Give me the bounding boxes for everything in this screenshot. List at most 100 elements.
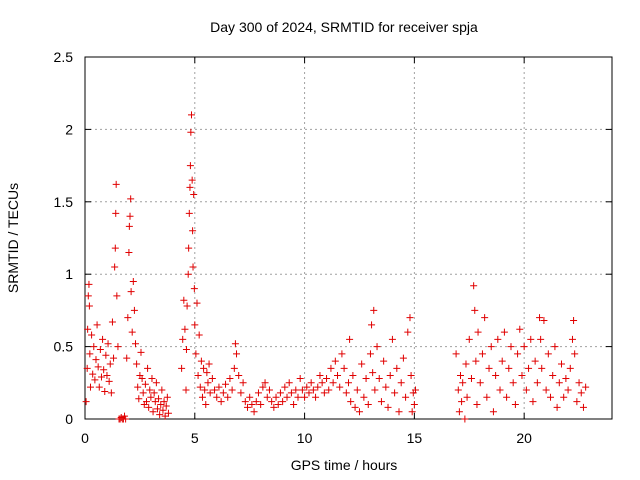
data-point (338, 350, 346, 358)
data-point (92, 356, 100, 364)
data-point (126, 212, 134, 220)
data-point (125, 222, 133, 230)
data-point (86, 383, 94, 391)
x-tick-label: 5 (191, 430, 199, 446)
data-point (113, 292, 121, 300)
data-point (487, 343, 495, 351)
data-point (97, 373, 105, 381)
data-point (384, 403, 392, 411)
data-point (537, 335, 545, 343)
data-point (133, 360, 141, 368)
data-point (99, 335, 107, 343)
data-point (110, 354, 118, 362)
data-point (103, 372, 111, 380)
data-point (261, 379, 269, 387)
data-point (566, 364, 574, 372)
data-point (296, 374, 304, 382)
x-tick-label: 15 (407, 430, 423, 446)
data-point (189, 227, 197, 235)
data-point (150, 389, 158, 397)
y-tick-label: 2 (65, 121, 73, 137)
data-point (201, 386, 209, 394)
data-point (204, 379, 212, 387)
data-point (349, 372, 357, 380)
data-point (467, 374, 475, 382)
data-point (472, 357, 480, 365)
data-point (564, 386, 572, 394)
data-point (370, 306, 378, 314)
data-point (160, 398, 168, 406)
data-point (94, 363, 102, 371)
data-point (104, 340, 112, 348)
data-point (301, 393, 309, 401)
data-point (307, 379, 315, 387)
data-point (327, 364, 335, 372)
data-point (153, 405, 161, 413)
data-point (265, 386, 273, 394)
data-point (93, 321, 101, 329)
data-point (83, 364, 91, 372)
data-point (124, 314, 132, 322)
data-point (164, 409, 172, 417)
data-point (371, 386, 379, 394)
data-point (259, 383, 267, 391)
data-point (182, 386, 190, 394)
data-point (193, 299, 201, 307)
data-point (190, 191, 198, 199)
data-point (391, 389, 399, 397)
data-point (129, 277, 137, 285)
data-point (290, 401, 298, 409)
data-point (281, 383, 289, 391)
data-point (188, 176, 196, 184)
data-point (198, 393, 206, 401)
data-point (473, 401, 481, 409)
data-point (139, 389, 147, 397)
data-point (106, 360, 114, 368)
data-point (533, 379, 541, 387)
data-point (84, 292, 92, 300)
data-point (347, 398, 355, 406)
data-point (134, 383, 142, 391)
data-point (186, 162, 194, 170)
grid (85, 57, 612, 419)
data-point (187, 128, 195, 136)
data-point (551, 343, 559, 351)
data-point (192, 350, 200, 358)
data-point (547, 393, 555, 401)
data-point (217, 398, 225, 406)
data-point (388, 335, 396, 343)
data-point (179, 335, 187, 343)
data-point (187, 111, 195, 119)
data-point (340, 364, 348, 372)
data-point (478, 350, 486, 358)
data-point (485, 364, 493, 372)
data-point (536, 314, 544, 322)
data-point (274, 401, 282, 409)
data-point (248, 401, 256, 409)
data-point (407, 372, 415, 380)
y-tick-label: 1.5 (54, 194, 74, 210)
data-point (206, 389, 214, 397)
data-point (189, 263, 197, 271)
data-point (228, 386, 236, 394)
data-point (148, 374, 156, 382)
data-point (268, 398, 276, 406)
data-point (496, 386, 504, 394)
data-point (294, 393, 302, 401)
data-point (555, 379, 563, 387)
data-point (531, 357, 539, 365)
data-point (235, 372, 243, 380)
data-point (142, 398, 150, 406)
data-point (186, 183, 194, 191)
data-point (316, 372, 324, 380)
data-point (568, 335, 576, 343)
data-point (200, 364, 208, 372)
data-point (157, 401, 165, 409)
data-point (149, 408, 157, 416)
data-point (161, 412, 169, 420)
data-point (458, 398, 466, 406)
data-point (105, 377, 113, 385)
data-point (368, 321, 376, 329)
data-point (250, 408, 258, 416)
